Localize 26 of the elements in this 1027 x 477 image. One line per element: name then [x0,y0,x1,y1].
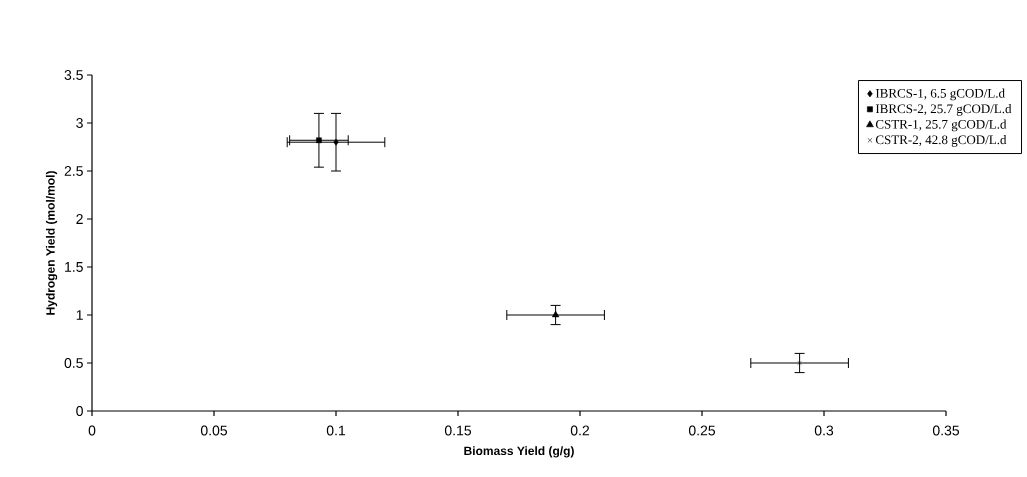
y-tick-label: 3.5 [64,70,83,80]
y-tick-label: 0 [76,406,83,416]
point [316,137,322,144]
legend-label: CSTR-2, 42.8 gCOD/L.d [875,135,1007,147]
x-tick-label: 0.15 [444,425,472,436]
point [333,138,339,146]
y-axis-title: Hydrogen Yield (mol/mol) [45,171,58,315]
y-tick-label: 1 [76,310,83,320]
y-tick-label: 0.5 [64,358,83,368]
y-tick-label: 3 [76,118,83,128]
legend-label: IBRCS-1, 6.5 gCOD/L.d [875,88,1005,101]
y-tick-label: 2 [76,214,83,224]
x-tick-label: 0.35 [932,425,960,436]
point [551,310,560,318]
y-tick-label: 1.5 [65,262,83,272]
y-tick-label: 2.5 [64,166,83,176]
x-tick-label: 0.25 [688,425,716,436]
legend-label: IBRCS-2, 25.7 gCOD/L.d [875,104,1012,116]
x-tick-label: 0.05 [200,425,228,436]
point [797,360,802,366]
x-tick-label: 0.1 [326,425,346,436]
x-tick-label: 0.3 [814,425,834,436]
x-tick-label: 0 [88,425,96,436]
legend-label: CSTR-1, 25.7 gCOD/L.d [875,119,1007,132]
x-axis-title: Biomass Yield (g/g) [464,446,574,458]
x-tick-label: 0.2 [570,425,590,436]
